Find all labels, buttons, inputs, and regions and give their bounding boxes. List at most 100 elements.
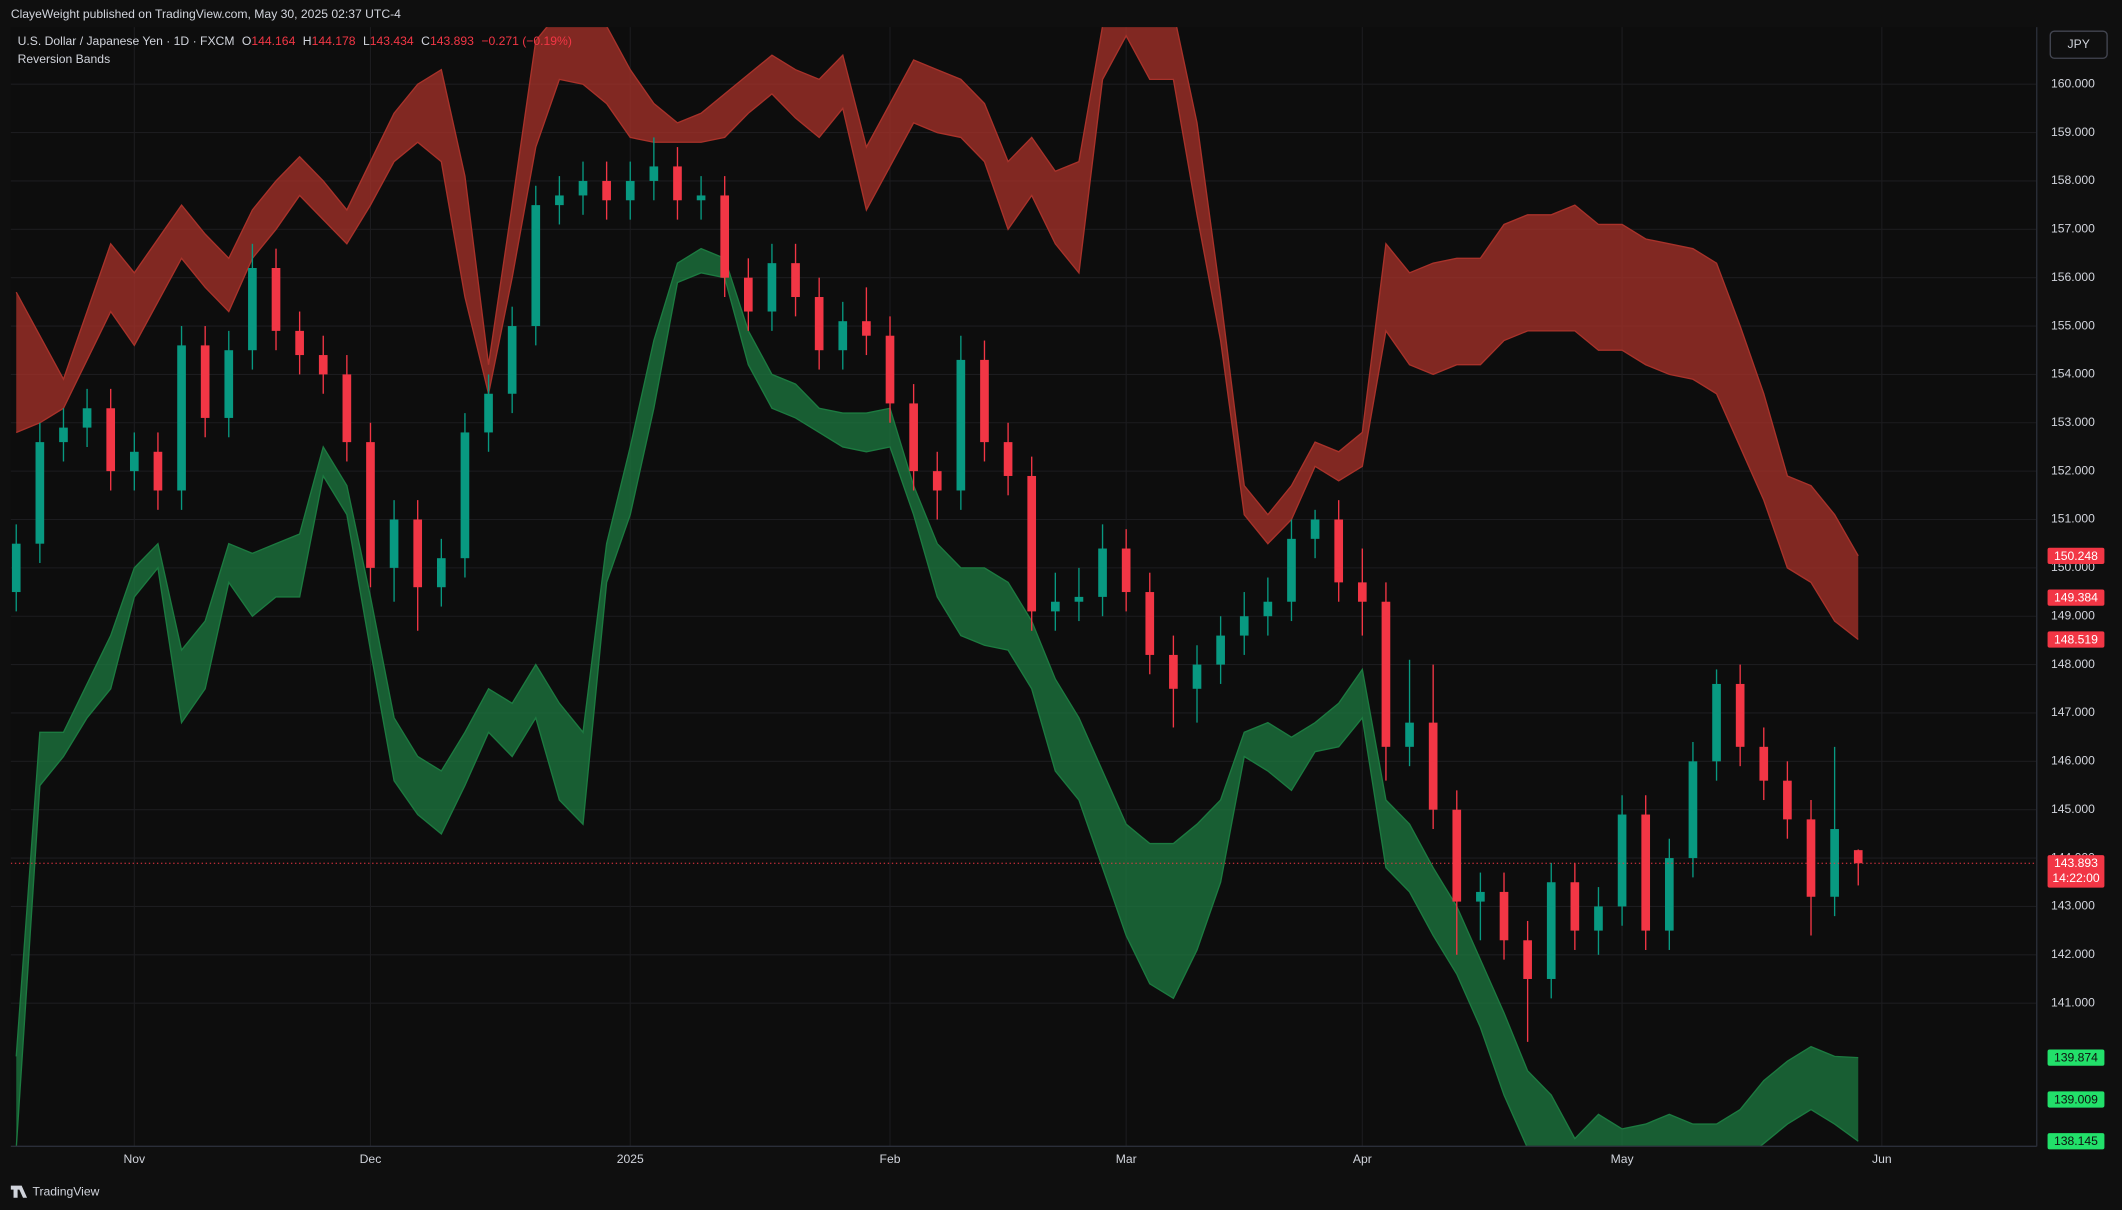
x-tick-label: Apr [1353,1152,1372,1166]
candle-body [1074,596,1084,602]
change: −0.271 (−0.19%) [481,34,572,48]
symbol: U.S. Dollar / Japanese Yen · 1D · FXCM [18,34,235,48]
candle-body [436,558,446,588]
candle-body [1523,940,1532,979]
candle-body [1546,882,1556,979]
currency-button[interactable] [2049,30,2108,59]
candle-body [602,180,611,201]
candle-body [248,267,257,351]
mid-tag-label: 149.384 [2054,591,2098,605]
ohlc-value: 143.893 [430,34,474,48]
band-lower [15,34,1859,641]
ohlc-letter: L [363,34,370,48]
candle-body [1641,814,1651,931]
candle-body [507,326,517,394]
y-tick-label: 141.000 [2051,995,2095,1009]
candle-body [1381,601,1391,747]
y-tick-label: 152.000 [2051,463,2095,477]
band-tag [2047,1049,2105,1066]
candle-body [1405,722,1414,747]
candle-body [578,180,588,196]
band-fill [16,27,1859,640]
plot [10,27,2037,1147]
candle-body [1594,906,1603,931]
currency[interactable]: JPY [2068,37,2090,51]
candle-body [389,519,399,568]
band-lower [15,272,1859,1147]
candle-body [909,403,918,472]
logo [10,1185,28,1198]
publisher: ClayeWeight published on TradingView.com… [11,7,401,21]
y-tick-label: 151.000 [2051,512,2095,526]
band-tag-label: 139.874 [2054,1051,2098,1065]
candle-body [696,195,706,201]
candle-body [1027,475,1037,612]
candle-body [956,359,966,491]
ohlc-letter: O [242,34,251,48]
candle-body [1476,891,1485,902]
candle-body [673,166,682,201]
legend-line: U.S. Dollar / Japanese Yen · 1D · FXCM O… [18,34,572,48]
x-tick-label: 2025 [617,1152,644,1166]
candle-body [460,432,470,559]
x-tick-label: May [1611,1152,1635,1166]
y-tick-label: 156.000 [2051,270,2095,284]
y-tick-label: 154.000 [2051,367,2095,381]
band-tag-label: 138.145 [2054,1134,2098,1148]
x-tick-label: Jun [1872,1152,1892,1166]
candle-body [318,355,328,375]
candle-body [1263,601,1273,617]
y-tick-label: 146.000 [2051,754,2095,768]
candle-body [1664,858,1674,931]
candle-body [1783,780,1792,820]
candle-body [932,471,942,491]
band-upper [15,27,1859,557]
candle-body [743,277,753,312]
y-tick-label: 145.000 [2051,802,2095,816]
candle-body [413,519,423,588]
candle-body [1357,582,1367,602]
band-tag [2047,631,2105,648]
countdown: 14:22:00 [2052,871,2100,885]
candle-body [862,321,871,336]
brand: TradingView [32,1185,99,1199]
y-tick-label: 155.000 [2051,318,2095,332]
band-fill [16,248,1859,1147]
candle-body [531,205,541,327]
candle-body [1050,601,1060,612]
candle-body [838,321,848,351]
ohlc-letter: H [303,34,312,48]
price-tag [2047,855,2105,888]
ohlc-value: 144.164 [251,34,295,48]
mid-tag [2047,589,2105,606]
candle-body [106,408,116,472]
candle-body [1287,538,1296,602]
candle-body [1759,746,1769,781]
ohlc-value: 143.434 [370,34,414,48]
candle-body [1003,442,1013,476]
candle-body [35,442,45,544]
candle-body [271,267,281,331]
candle-body [129,451,139,472]
indicator-label: Reversion Bands [18,52,111,66]
y-tick-label: 160.000 [2051,76,2095,90]
y-tick-label: 143.000 [2051,899,2095,913]
x-tick-label: Dec [360,1152,382,1166]
candle-body [980,359,989,443]
candle-body [11,543,21,593]
candle-body [1735,683,1745,747]
candle-body [767,263,777,312]
candle-body [1499,891,1509,941]
candle-body [1216,635,1225,665]
ohlc-value: 144.178 [312,34,356,48]
y-tick-label: 147.000 [2051,705,2095,719]
candle-body [484,393,493,433]
x-tick-label: Nov [124,1152,147,1166]
candle-body [153,451,163,491]
candle-body [342,374,352,443]
candle-body [720,195,730,278]
candle-body [1169,654,1178,689]
candle-body [1310,519,1320,539]
mid-tag [2047,1091,2105,1108]
candle-body [224,350,234,418]
